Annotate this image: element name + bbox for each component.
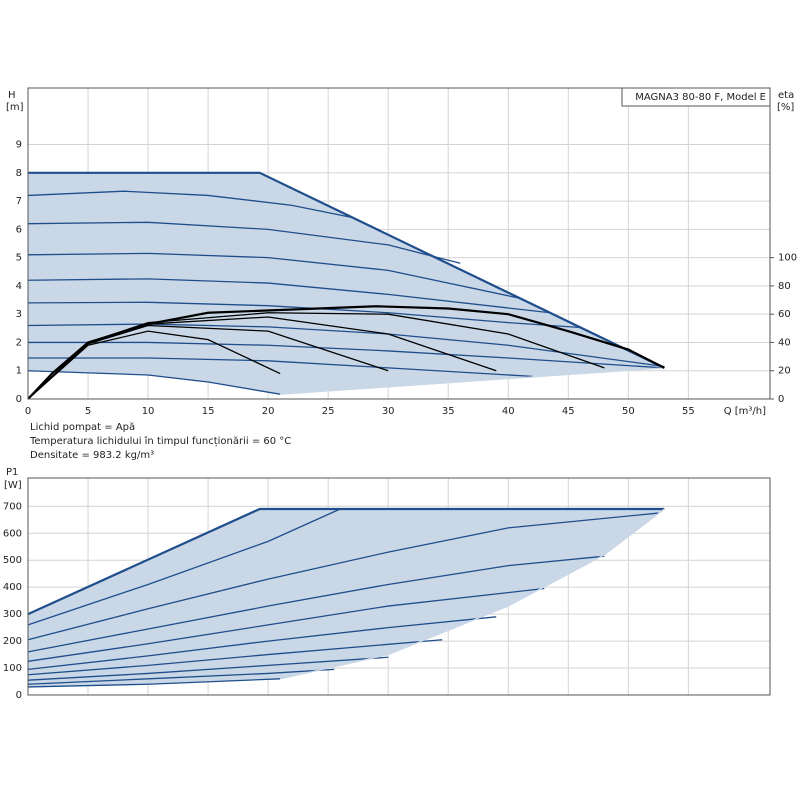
x-tick-label: 20 xyxy=(262,406,275,417)
x-tick-label: 10 xyxy=(142,406,155,417)
y2-unit: [%] xyxy=(777,102,794,113)
x-tick-label: 5 xyxy=(85,406,91,417)
area-fill xyxy=(28,172,665,395)
curve xyxy=(27,616,497,671)
annotation: Temperatura lichidului în timpul funcțio… xyxy=(29,435,291,447)
y-tick-label: 600 xyxy=(3,528,22,539)
y-tick-label: 700 xyxy=(3,501,22,512)
curve xyxy=(27,370,281,395)
curve xyxy=(27,324,389,400)
x-tick-label: 50 xyxy=(622,406,635,417)
curve xyxy=(28,341,665,369)
curve xyxy=(27,656,389,681)
curve xyxy=(27,555,605,653)
annotation: Densitate = 983.2 kg/m³ xyxy=(30,450,154,461)
y-label: H xyxy=(8,90,16,101)
x-tick-label: 25 xyxy=(322,406,335,417)
y-tick-label: 9 xyxy=(16,140,22,151)
x-tick-label: 55 xyxy=(682,406,695,417)
y-label: P1 xyxy=(6,467,18,478)
annotation: Lichid pompat = Apă xyxy=(30,422,135,433)
y-tick-label: 5 xyxy=(16,253,22,264)
y-unit: [m] xyxy=(6,102,24,113)
y-tick-label: 0 xyxy=(16,394,22,405)
y-tick-label: 300 xyxy=(3,609,22,620)
y-unit: [W] xyxy=(4,480,22,491)
y-tick-label: 0 xyxy=(16,690,22,701)
y-tick-label: 2 xyxy=(16,337,22,348)
y-tick-label: 7 xyxy=(16,196,22,207)
y2-tick-label: 0 xyxy=(778,394,784,405)
curve xyxy=(279,508,665,680)
curve xyxy=(27,278,551,314)
curve xyxy=(27,330,281,400)
y2-tick-label: 100 xyxy=(778,253,797,264)
area-fill xyxy=(28,509,665,687)
y-tick-label: 3 xyxy=(16,309,22,320)
x-tick-label: 35 xyxy=(442,406,455,417)
y-tick-label: 500 xyxy=(3,555,22,566)
y-tick-label: 200 xyxy=(3,636,22,647)
curve xyxy=(28,171,665,369)
y-tick-label: 100 xyxy=(3,663,22,674)
model-box xyxy=(621,87,771,107)
curve xyxy=(280,367,665,395)
y-tick-label: 8 xyxy=(16,168,22,179)
x-tick-label: 0 xyxy=(25,406,31,417)
curve xyxy=(27,587,545,662)
curve xyxy=(27,512,659,641)
curve xyxy=(27,678,281,688)
x-label: Q [m³/h] xyxy=(724,406,766,417)
curve xyxy=(27,221,461,264)
curve xyxy=(28,357,533,378)
x-tick-label: 30 xyxy=(382,406,395,417)
plot-frame xyxy=(27,477,771,696)
curve xyxy=(27,639,443,676)
y-tick-label: 400 xyxy=(3,582,22,593)
y-tick-label: 4 xyxy=(16,281,22,292)
curve xyxy=(27,190,353,219)
curve xyxy=(27,252,521,299)
curve xyxy=(27,668,335,685)
x-tick-label: 45 xyxy=(562,406,575,417)
curve xyxy=(27,508,341,626)
charts: 0 5 10 15 20 25 30 35 40 45 50 55012345678902040608… xyxy=(3,87,797,701)
x-tick-label: 15 xyxy=(202,406,215,417)
curve xyxy=(27,507,665,616)
y2-tick-label: 40 xyxy=(778,337,791,348)
curve xyxy=(27,301,581,329)
curve xyxy=(27,305,665,400)
x-tick-label: 40 xyxy=(502,406,515,417)
y2-tick-label: 20 xyxy=(778,366,791,377)
plot-frame xyxy=(27,87,771,400)
y-tick-label: 6 xyxy=(16,224,22,235)
y2-tick-label: 60 xyxy=(778,309,791,320)
y-tick-label: 1 xyxy=(16,366,22,377)
y2-tick-label: 80 xyxy=(778,281,791,292)
model-label: MAGNA3 80-80 F, Model E xyxy=(635,92,766,103)
y2-label: eta xyxy=(778,90,794,101)
curve xyxy=(27,323,665,368)
